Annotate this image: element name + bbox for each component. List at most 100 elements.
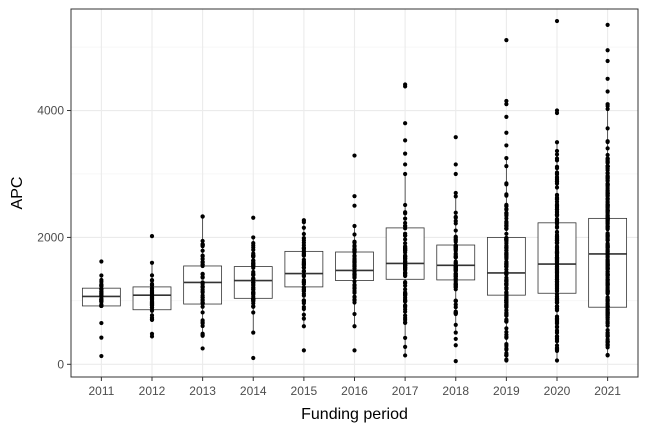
data-point (301, 249, 306, 255)
data-point (149, 299, 155, 304)
data-point (301, 277, 306, 283)
data-point (504, 303, 509, 309)
data-point (554, 251, 560, 256)
data-point (504, 261, 509, 267)
data-point (352, 243, 357, 248)
data-point (605, 160, 610, 165)
box-2015 (284, 218, 324, 353)
data-point (403, 291, 408, 296)
y-tick-label: 2000 (37, 230, 64, 244)
data-point (554, 177, 560, 182)
data-point (99, 335, 104, 340)
data-point (301, 261, 306, 267)
data-point (504, 37, 509, 43)
box-2019 (486, 37, 526, 363)
data-point (149, 302, 155, 307)
data-point (352, 203, 357, 208)
data-point (554, 259, 560, 264)
data-point (453, 310, 458, 315)
data-point (453, 162, 458, 167)
data-point (504, 222, 509, 228)
data-point (554, 152, 560, 157)
data-point (605, 58, 610, 64)
data-point (504, 358, 509, 363)
data-point (605, 234, 610, 239)
data-point (99, 320, 104, 326)
data-point (605, 221, 610, 226)
data-point (352, 300, 357, 305)
data-point (554, 164, 560, 170)
data-point (200, 280, 205, 285)
data-point (605, 126, 610, 131)
data-point (453, 359, 458, 364)
data-point (200, 256, 205, 262)
y-tick-label: 0 (57, 357, 64, 371)
data-point (149, 331, 155, 336)
data-point (301, 285, 306, 290)
data-point (504, 181, 509, 186)
data-point (504, 252, 509, 257)
data-point (605, 166, 610, 171)
data-point (605, 295, 610, 300)
data-point (352, 294, 357, 299)
data-point (554, 285, 560, 290)
data-point (554, 148, 560, 154)
data-point (352, 279, 357, 284)
data-point (403, 202, 408, 208)
data-point (352, 153, 357, 158)
data-point (251, 215, 256, 220)
data-point (403, 281, 408, 286)
data-point (99, 294, 104, 299)
data-point (554, 203, 560, 208)
data-point (352, 311, 357, 317)
data-point (200, 346, 205, 351)
data-point (605, 215, 610, 221)
data-point (352, 248, 357, 253)
data-point (352, 223, 357, 229)
data-point (403, 151, 408, 156)
data-point (554, 230, 560, 235)
data-point (605, 196, 610, 201)
data-point (554, 245, 560, 250)
data-point (554, 339, 560, 344)
data-point (504, 98, 509, 104)
data-point (403, 138, 408, 143)
data-point (352, 232, 357, 237)
data-point (554, 329, 560, 335)
x-tick-label: 2019 (493, 384, 520, 398)
box-2017 (385, 82, 425, 358)
data-point (605, 323, 610, 328)
data-point (149, 234, 155, 239)
data-point (403, 233, 408, 238)
data-point (453, 298, 458, 303)
data-point (605, 277, 610, 282)
data-point (605, 139, 610, 144)
data-point (554, 240, 560, 245)
data-point (504, 351, 509, 356)
data-point (504, 346, 509, 351)
y-axis-ticks: 0 2000 4000 (37, 104, 71, 371)
data-point (554, 207, 560, 212)
data-point (352, 275, 357, 280)
data-point (352, 288, 357, 294)
data-point (99, 259, 104, 264)
data-point (403, 220, 408, 226)
data-point (605, 202, 610, 207)
data-point (352, 272, 357, 277)
data-point (453, 228, 458, 233)
box-2013 (183, 214, 223, 351)
data-point (99, 297, 104, 303)
box-2018 (436, 135, 476, 364)
x-tick-label: 2013 (189, 384, 216, 398)
data-point (605, 302, 610, 307)
data-point (200, 323, 205, 329)
x-tick-label: 2018 (442, 384, 469, 398)
box-2014 (233, 215, 273, 361)
x-tick-label: 2012 (139, 384, 166, 398)
data-point (504, 216, 509, 221)
data-point (403, 273, 408, 278)
data-point (301, 269, 306, 274)
data-point (554, 140, 560, 145)
data-point (200, 262, 205, 267)
data-point (149, 277, 155, 283)
